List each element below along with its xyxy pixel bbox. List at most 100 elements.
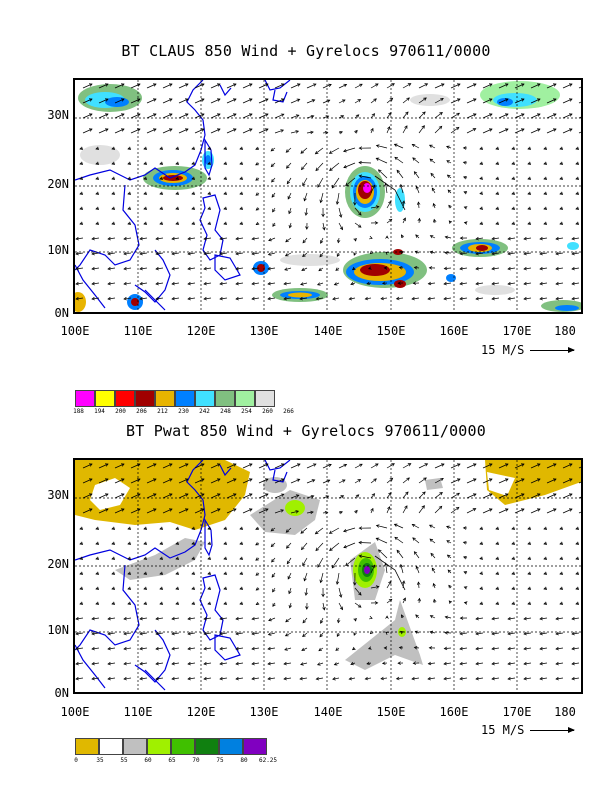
- wind-vector-head: [523, 631, 527, 636]
- wind-vector: [402, 580, 405, 589]
- wind-vector-head: [416, 201, 421, 205]
- wind-vector-head: [315, 167, 319, 172]
- wind-vector-head: [191, 191, 196, 195]
- wind-vector-head: [191, 526, 196, 530]
- wind-vector-head: [79, 191, 84, 195]
- wind-vector: [130, 508, 141, 514]
- wind-vector: [475, 677, 484, 680]
- wind-vector-head: [543, 221, 548, 225]
- wind-vector: [539, 632, 548, 635]
- wind-vector-head: [248, 113, 253, 117]
- wind-vector-head: [328, 463, 332, 467]
- wind-vector: [286, 557, 292, 564]
- wind-vector-head: [251, 236, 255, 241]
- wind-vector-head: [315, 676, 320, 681]
- wind-vector: [396, 297, 404, 300]
- wind-vector-head: [439, 491, 443, 496]
- wind-vector-head: [143, 176, 148, 180]
- wind-vector: [434, 126, 443, 134]
- wind-vector-head: [79, 221, 84, 225]
- wind-vector-head: [552, 508, 557, 512]
- wind-vector: [316, 677, 324, 680]
- wind-vector-head: [552, 128, 557, 132]
- wind-vector-head: [571, 251, 575, 256]
- wind-vector-head: [543, 161, 548, 165]
- panel1-lon-label: 170E: [502, 324, 532, 338]
- wind-vector: [378, 169, 388, 179]
- wind-vector-head: [159, 206, 164, 210]
- wind-vector: [394, 156, 404, 164]
- wind-vector: [226, 83, 237, 89]
- wind-vector: [283, 297, 292, 300]
- wind-vector-head: [268, 238, 272, 242]
- wind-vector: [235, 237, 244, 240]
- wind-vector-head: [375, 144, 380, 148]
- wind-vector-head: [152, 478, 157, 482]
- wind-vector: [507, 647, 516, 650]
- wind-vector-head: [123, 266, 127, 271]
- wind-vector-head: [75, 281, 79, 286]
- wind-vector-head: [111, 556, 116, 560]
- wind-vector: [155, 677, 164, 680]
- wind-vector: [431, 567, 436, 574]
- wind-vector-head: [248, 508, 253, 512]
- wind-vector-head: [328, 530, 333, 534]
- wind-vector: [187, 647, 196, 650]
- wind-vector: [242, 113, 253, 119]
- wind-vector-head: [488, 508, 493, 512]
- wind-vector-head: [136, 83, 141, 87]
- wind-vector-head: [159, 146, 164, 150]
- wind-vector-head: [207, 176, 212, 180]
- wind-vector-head: [207, 206, 212, 210]
- wind-vector-head: [491, 266, 495, 271]
- wind-vector-head: [479, 586, 484, 590]
- wind-vector-head: [543, 571, 548, 575]
- wind-vector-head: [354, 129, 358, 134]
- wind-vector-head: [107, 631, 111, 636]
- wind-vector-head: [251, 296, 255, 301]
- wind-vector: [578, 481, 581, 484]
- wind-vector-head: [463, 571, 468, 575]
- wind-vector-head: [111, 526, 116, 530]
- wind-vector-head: [248, 83, 253, 87]
- wind-vector-head: [223, 176, 228, 180]
- wind-vector: [475, 267, 484, 270]
- wind-vector: [107, 282, 116, 285]
- wind-vector-head: [235, 661, 239, 666]
- wind-vector-head: [255, 162, 259, 166]
- wind-vector-head: [343, 463, 348, 468]
- wind-vector-head: [413, 265, 418, 270]
- wind-vector-head: [397, 281, 401, 285]
- wind-vector-head: [463, 191, 468, 195]
- wind-vector: [450, 98, 461, 104]
- wind-vector-head: [88, 113, 93, 117]
- wind-vector: [271, 542, 276, 547]
- legend-swatch: [115, 390, 135, 407]
- wind-vector: [219, 647, 228, 650]
- wind-vector: [146, 113, 157, 119]
- wind-vector: [400, 564, 404, 574]
- wind-vector-head: [407, 83, 412, 87]
- wind-vector: [219, 252, 228, 255]
- wind-vector-head: [491, 251, 495, 256]
- wind-vector-head: [353, 617, 357, 622]
- wind-vector: [155, 662, 164, 665]
- wind-vector-head: [286, 180, 291, 185]
- wind-vector: [418, 97, 427, 104]
- wind-vector-head: [559, 161, 564, 165]
- wind-vector-head: [159, 221, 164, 225]
- wind-vector-head: [171, 266, 175, 271]
- wind-vector: [98, 493, 109, 499]
- wind-vector: [336, 192, 340, 205]
- wind-vector-head: [343, 545, 347, 549]
- wind-vector-head: [459, 281, 463, 286]
- wind-vector: [491, 237, 500, 240]
- wind-vector: [274, 463, 285, 469]
- wind-vector: [130, 463, 141, 469]
- wind-vector: [466, 113, 477, 119]
- wind-vector-head: [507, 281, 511, 286]
- wind-vector-head: [232, 113, 237, 117]
- wind-vector-head: [427, 281, 432, 286]
- wind-vector-head: [511, 191, 516, 195]
- wind-vector-head: [571, 266, 575, 271]
